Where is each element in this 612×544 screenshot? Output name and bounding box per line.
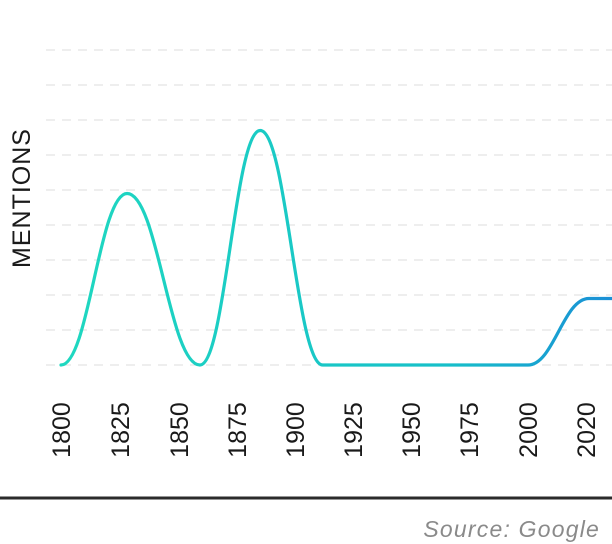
x-tick-label: 1950 <box>398 402 426 458</box>
y-axis-label: MENTIONS <box>8 128 36 268</box>
grid <box>46 49 612 366</box>
x-tick-label: 1900 <box>282 402 310 458</box>
x-tick-label: 1975 <box>456 402 484 458</box>
x-tick-label: 1800 <box>48 402 76 458</box>
series-line <box>59 128 612 367</box>
x-axis-ticks: 1800 1825 1850 1875 1900 1925 1950 1975 2000 2020 <box>48 402 601 458</box>
x-tick-label: 1850 <box>166 402 194 458</box>
x-tick-label: 2020 <box>573 402 601 458</box>
x-tick-label: 1825 <box>107 402 135 458</box>
x-tick-label: 2000 <box>515 402 543 458</box>
x-tick-label: 1875 <box>224 402 252 458</box>
source-note: Source: Google <box>423 516 600 542</box>
x-tick-label: 1925 <box>340 402 368 458</box>
